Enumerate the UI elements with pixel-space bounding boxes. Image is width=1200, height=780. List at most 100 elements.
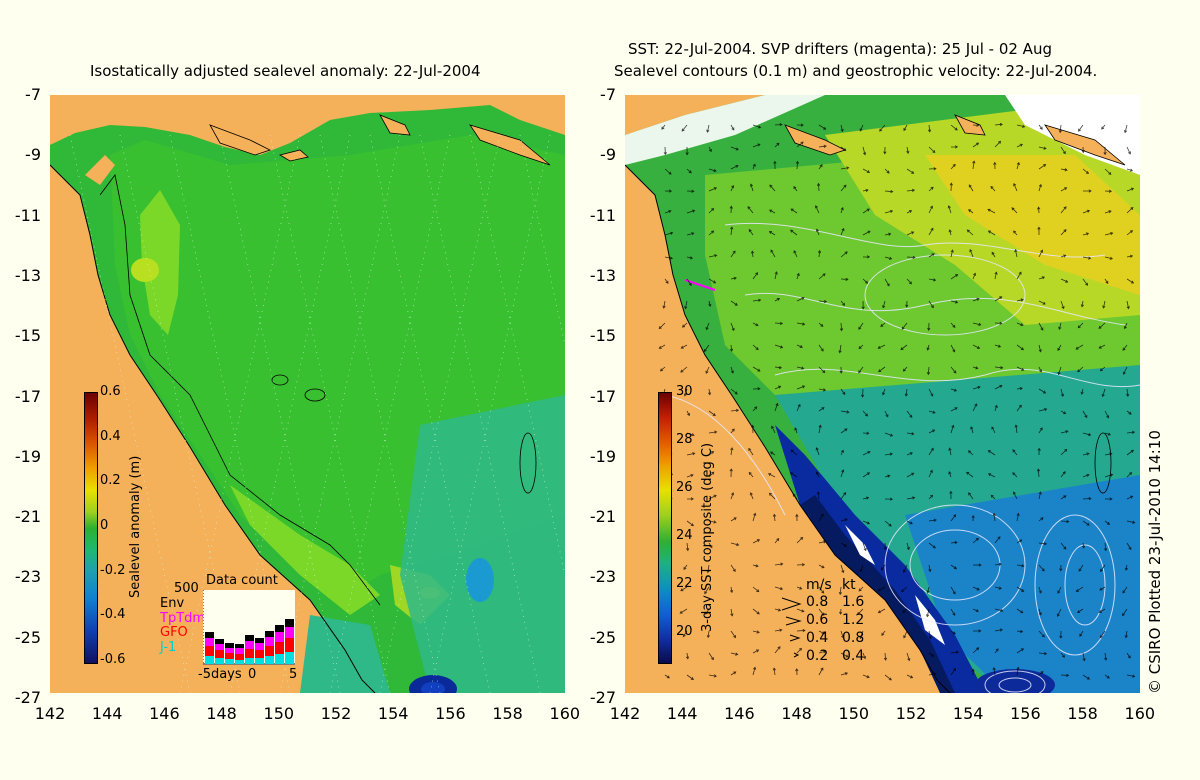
velocity-vector (815, 471, 820, 478)
velocity-vector (1099, 586, 1106, 591)
velocity-vector (708, 168, 717, 173)
velocity-vector (928, 429, 936, 434)
velocity-vector (730, 428, 735, 434)
velocity-vector (747, 206, 754, 214)
velocity-vector (1057, 344, 1062, 351)
velocity-vector (1016, 271, 1022, 280)
velocity-vector (840, 469, 845, 478)
velocity-vector (862, 410, 868, 417)
velocity-vector (884, 189, 894, 194)
velocity-vector (729, 205, 733, 214)
velocity-vector (1077, 322, 1084, 329)
velocity-vector (928, 469, 933, 478)
velocity-vector (928, 146, 936, 154)
velocity-vector (902, 564, 908, 573)
velocity-vector (857, 608, 864, 615)
velocity-vector (1082, 410, 1088, 419)
velocity-vector (928, 652, 935, 657)
velocity-vector (972, 385, 981, 390)
velocity-vector (1123, 322, 1128, 330)
velocity-vector (1103, 542, 1108, 552)
data-count-bar-segment (275, 632, 284, 642)
velocity-vector (818, 407, 825, 412)
right-xtick-1: 144 (666, 704, 698, 723)
velocity-vector (1104, 520, 1111, 525)
velocity-vector (686, 432, 695, 437)
velocity-vector (773, 160, 777, 170)
velocity-vector (926, 586, 930, 594)
velocity-vector (769, 184, 776, 192)
velocity-vector (950, 388, 958, 392)
right-ytick-2: -11 (589, 205, 616, 225)
sealevel-cbtick-2: 0.2 (100, 473, 121, 489)
velocity-vector (1056, 608, 1062, 617)
velocity-vector (906, 472, 915, 478)
velocity-vector (1126, 495, 1134, 500)
data-count-bar-segment (215, 644, 224, 650)
velocity-vector (967, 450, 974, 456)
velocity-vector (708, 542, 713, 549)
velocity-vector (685, 652, 690, 660)
velocity-vector (1104, 473, 1114, 478)
velocity-vector (966, 471, 974, 478)
velocity-vector (818, 388, 827, 392)
velocity-vector (1123, 124, 1128, 134)
velocity-vector (818, 650, 827, 654)
velocity-vector (1082, 209, 1091, 214)
velocity-vector (994, 271, 998, 280)
velocity-vector (1016, 666, 1020, 676)
velocity-vector (840, 630, 845, 639)
right-ytick-10: -27 (589, 688, 616, 707)
left-ytick-8: -23 (14, 567, 41, 587)
right-ytick-0: -7 (600, 85, 616, 104)
velocity-vector (1012, 491, 1018, 500)
velocity-vector (1077, 366, 1084, 373)
velocity-vector (928, 253, 935, 258)
velocity-vector (686, 473, 694, 478)
velocity-vector (994, 648, 999, 654)
velocity-vector (1126, 168, 1134, 172)
velocity-vector (1126, 230, 1134, 236)
velocity-vector (992, 512, 996, 522)
velocity-vector (683, 564, 688, 570)
velocity-vector (884, 674, 892, 681)
velocity-vector (1038, 300, 1046, 305)
velocity-vector (1126, 449, 1134, 456)
velocity-vector (729, 468, 733, 478)
left-xtick-8: 158 (492, 704, 523, 723)
velocity-vector (1126, 388, 1130, 397)
velocity-vector (926, 608, 930, 618)
velocity-vector (818, 540, 827, 544)
velocity-vector (902, 608, 908, 613)
velocity-vector (877, 586, 886, 592)
velocity-vector (859, 630, 864, 640)
sealevel-cbtick-5: -0.4 (100, 607, 126, 623)
velocity-vector (1059, 630, 1063, 639)
velocity-vector (862, 450, 871, 456)
velocity-vector (1060, 254, 1067, 258)
velocity-vector (730, 630, 737, 639)
velocity-vector (1016, 404, 1022, 412)
velocity-vector (1082, 278, 1089, 286)
velocity-vector (1080, 388, 1084, 395)
velocity-vector (877, 344, 886, 349)
data-count-bar-segment (215, 650, 224, 658)
velocity-vector (705, 322, 710, 331)
velocity-vector (1038, 388, 1047, 394)
velocity-vector (703, 344, 710, 353)
velocity-vector (708, 278, 717, 284)
velocity-vector (1060, 278, 1069, 283)
velocity-vector (686, 209, 696, 214)
data-count-bar-segment (245, 658, 254, 664)
sst-colorbar-label: 3-day SST composite (deg C) (700, 442, 715, 632)
velocity-vector (862, 230, 871, 236)
velocity-vector (928, 494, 934, 500)
right-xtick-7: 156 (1010, 704, 1041, 723)
velocity-vector (774, 297, 781, 302)
velocity-vector (906, 410, 913, 418)
right-xtick-4: 150 (838, 704, 870, 723)
legend-gfo: GFO (160, 625, 188, 640)
velocity-vector (1078, 564, 1084, 572)
velocity-vector (1016, 608, 1024, 614)
velocity-vector (928, 167, 937, 171)
